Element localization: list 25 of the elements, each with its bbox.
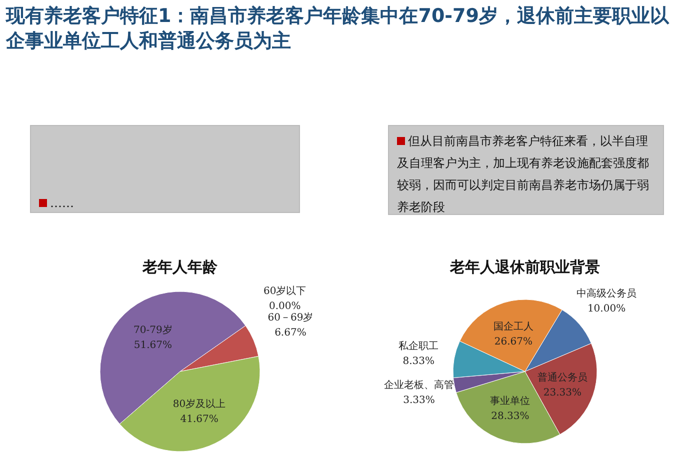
slice-label: 60－69岁: [268, 312, 314, 324]
text: 0.00%: [268, 301, 301, 312]
data-label: 6.67%: [274, 328, 306, 339]
data-label: 10.00%: [587, 304, 626, 315]
data-label: 23.33%: [543, 387, 582, 398]
data-label: 26.67%: [494, 336, 532, 348]
category-label: 60岁以下: [263, 286, 306, 298]
slice-label: 事业单位: [490, 395, 530, 408]
slice-label: 私企职工: [398, 340, 439, 352]
text: 但从目前南昌市养老客户特征来看，以半自理及自理客户为主，加上现有养老设施配套强度都较弱，因而可以判定目前南昌养老市场仍属于弱养老阶段: [388, 125, 664, 215]
text: 现有养老客户特征1：南昌市养老客户年龄集中在70-79岁，退休前主要职业以企事业单位工人和普通公务员为主: [6, 4, 670, 54]
data-label: 3.33%: [403, 395, 435, 406]
data-label: 28.33%: [491, 411, 530, 422]
slice-label: 中高级公务员: [576, 288, 637, 300]
chart-title: 老年人退休前职业背景: [449, 258, 600, 276]
slice-label: 企业老板、高管: [384, 379, 454, 392]
slice-label: 70-79岁: [134, 324, 172, 336]
slice-label: 80岁及以上: [172, 398, 226, 410]
chart-title: 老年人年龄: [142, 258, 218, 276]
data-label: 41.67%: [180, 414, 218, 426]
text: ……: [30, 125, 300, 213]
data-label: 8.33%: [402, 356, 435, 367]
data-label: 51.67%: [134, 340, 172, 351]
slice-label: 国企工人: [493, 320, 534, 333]
slice-label: 普通公务员: [537, 371, 588, 384]
